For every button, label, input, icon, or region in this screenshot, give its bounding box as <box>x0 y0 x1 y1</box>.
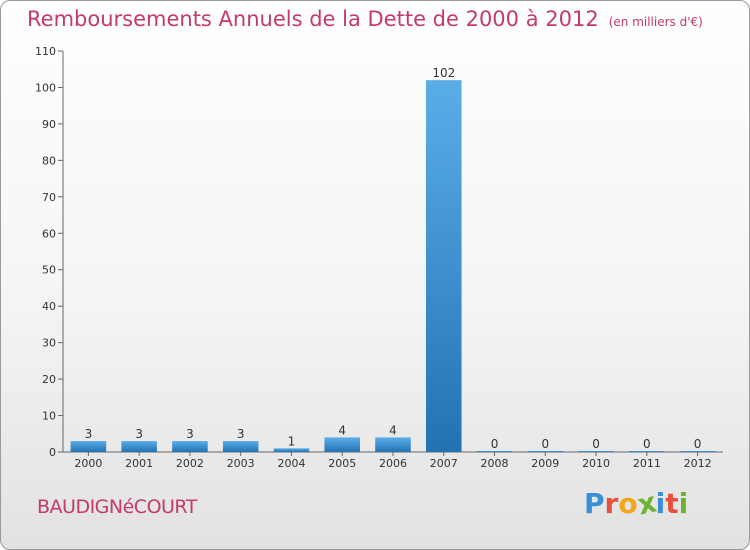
bar-2012 <box>679 451 716 452</box>
y-tick-label: 20 <box>42 373 56 386</box>
bar-value-label: 3 <box>85 427 93 441</box>
y-tick-label: 50 <box>42 264 56 277</box>
x-tick-label: 2005 <box>328 457 356 470</box>
y-tick-label: 100 <box>35 81 56 94</box>
bar-2007 <box>426 80 462 452</box>
bar-value-label: 102 <box>432 66 455 80</box>
chart-title-text: Remboursements Annuels de la Dette de 20… <box>27 7 599 31</box>
proxiti-logo: Proxiti <box>584 485 689 521</box>
x-tick-label: 2009 <box>531 457 559 470</box>
x-tick-label: 2000 <box>74 457 102 470</box>
x-tick-label: 2007 <box>430 457 458 470</box>
bar-2010 <box>578 451 614 452</box>
logo-letter: P <box>584 487 605 520</box>
bar-2001 <box>121 441 157 452</box>
bar-2005 <box>324 437 360 452</box>
x-axis-ticks: 2000 2001 2002 2003 2004 2005 2006 2007 2008 2009… <box>74 452 712 470</box>
bar-2008 <box>476 451 513 452</box>
y-tick-label: 70 <box>42 191 56 204</box>
bar-2006 <box>375 437 411 452</box>
bar-value-label: 4 <box>338 423 346 437</box>
x-tick-label: 2004 <box>277 457 305 470</box>
bar-value-label: 3 <box>135 427 143 441</box>
bar-2002 <box>172 441 208 452</box>
bar-value-label: 0 <box>592 437 600 451</box>
y-tick-label: 110 <box>35 45 56 58</box>
chart-unit: (en milliers d'€) <box>608 15 703 29</box>
bar-value-label: 0 <box>491 437 499 451</box>
y-tick-label: 90 <box>42 118 56 131</box>
x-tick-label: 2002 <box>176 457 204 470</box>
bars-group: 3 3 3 3 1 4 4 102 0 0 0 0 0 <box>70 66 716 452</box>
bar-2011 <box>629 451 665 452</box>
logo-letter: o <box>618 487 638 520</box>
bar-value-label: 3 <box>237 427 245 441</box>
x-tick-label: 2010 <box>582 457 610 470</box>
bar-value-label: 0 <box>541 437 549 451</box>
y-tick-label: 40 <box>42 300 56 313</box>
y-tick-label: 80 <box>42 154 56 167</box>
bar-2000 <box>70 441 107 452</box>
logo-letter: r <box>604 487 619 520</box>
commune-name: BAUDIGNéCOURT <box>37 496 197 518</box>
x-tick-label: 2012 <box>684 457 712 470</box>
y-tick-label: 0 <box>49 446 56 459</box>
bar-value-label: 4 <box>389 423 397 437</box>
y-tick-label: 10 <box>42 410 56 423</box>
x-tick-label: 2008 <box>481 457 509 470</box>
y-tick-label: 30 <box>42 337 56 350</box>
logo-letter: i <box>678 487 689 520</box>
chart-title: Remboursements Annuels de la Dette de 20… <box>27 7 703 31</box>
y-axis-ticks: 0 10 20 30 40 50 60 70 80 90 100 110 <box>35 45 63 459</box>
bar-value-label: 0 <box>643 437 651 451</box>
x-tick-label: 2003 <box>227 457 255 470</box>
logo-letter: i <box>655 487 666 520</box>
logo-letter: t <box>665 487 679 520</box>
x-tick-label: 2001 <box>125 457 153 470</box>
bar-value-label: 3 <box>186 427 194 441</box>
x-tick-label: 2011 <box>633 457 661 470</box>
y-tick-label: 60 <box>42 227 56 240</box>
bar-2009 <box>527 451 564 452</box>
bar-value-label: 1 <box>288 434 296 448</box>
bar-2003 <box>222 441 259 452</box>
bar-value-label: 0 <box>694 437 702 451</box>
x-tick-label: 2006 <box>379 457 407 470</box>
bar-2004 <box>273 448 310 452</box>
